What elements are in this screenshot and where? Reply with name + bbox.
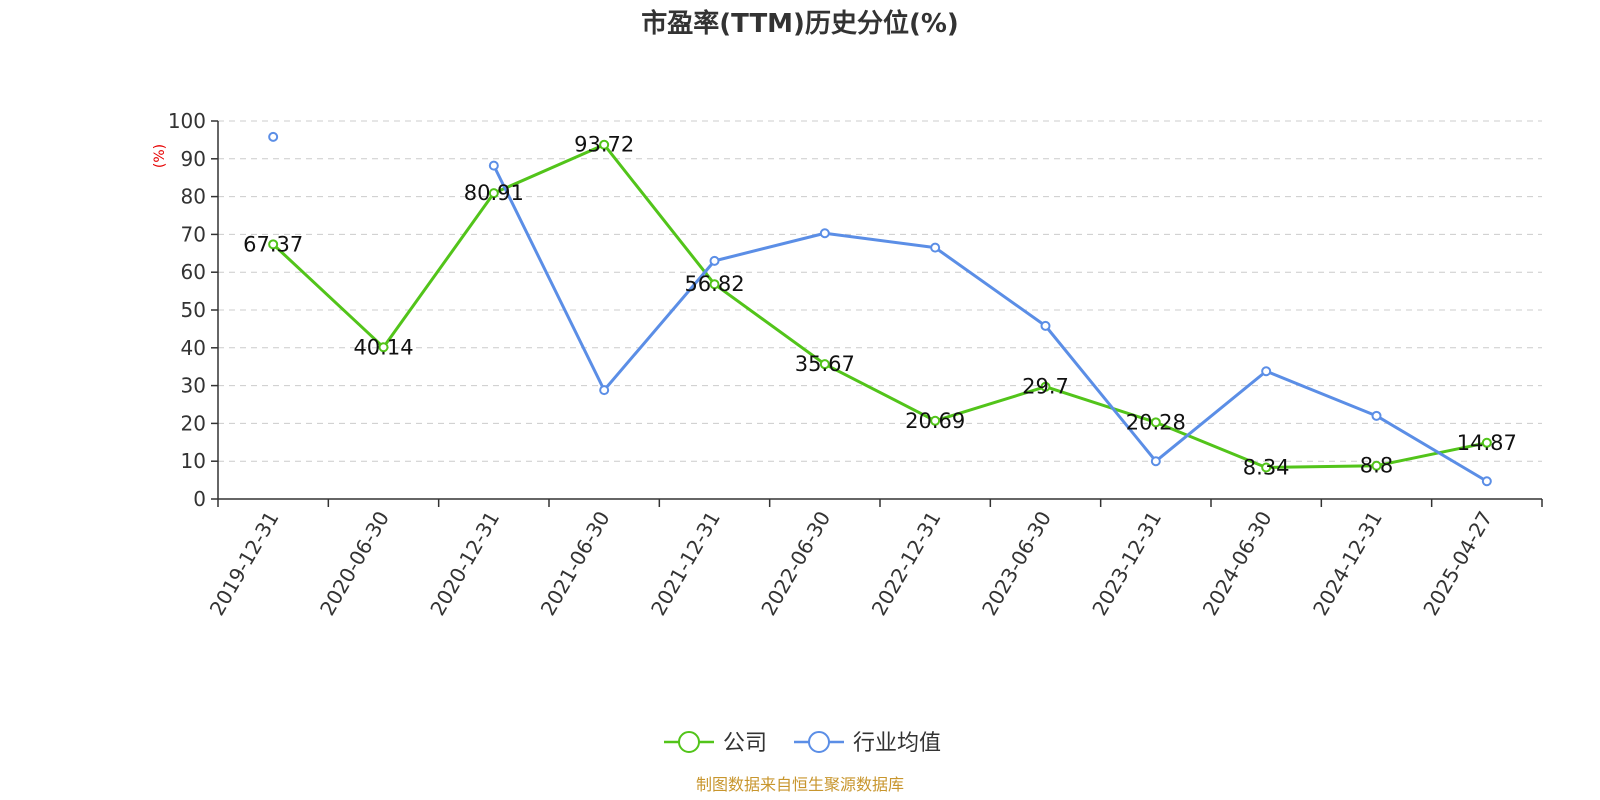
- y-tick-label: 60: [181, 260, 206, 284]
- data-point[interactable]: [268, 239, 279, 250]
- data-point[interactable]: [709, 255, 720, 266]
- x-tick-label: 2020-06-30: [315, 507, 394, 620]
- y-tick-label: 10: [181, 449, 206, 473]
- legend-item-company[interactable]: 公司: [664, 731, 767, 756]
- data-label: 67.37: [243, 232, 303, 256]
- x-tick-label: 2024-06-30: [1198, 507, 1277, 620]
- legend[interactable]: 公司 行业均值: [664, 731, 941, 756]
- data-point[interactable]: [488, 188, 499, 199]
- data-point[interactable]: [819, 359, 830, 370]
- data-point[interactable]: [1371, 460, 1382, 471]
- x-tick-label: 2020-12-31: [425, 507, 504, 620]
- legend-marker: [808, 731, 830, 753]
- data-point[interactable]: [488, 160, 499, 171]
- legend-label: 行业均值: [853, 731, 941, 756]
- x-tick-label: 2019-12-31: [205, 507, 284, 620]
- data-point[interactable]: [1371, 410, 1382, 421]
- data-point[interactable]: [1040, 381, 1051, 392]
- data-label: 8.34: [1243, 455, 1290, 479]
- series-line: [492, 164, 1488, 483]
- y-tick-label: 40: [181, 336, 206, 360]
- chart-title: 市盈率(TTM)历史分位(%): [641, 8, 959, 39]
- x-tick-label: 2023-06-30: [977, 507, 1056, 620]
- data-point[interactable]: [1481, 437, 1492, 448]
- legend-marker: [678, 731, 700, 753]
- x-tick-label: 2021-06-30: [536, 507, 615, 620]
- legend-item-industry-average[interactable]: 行业均值: [794, 731, 941, 756]
- data-point[interactable]: [1150, 417, 1161, 428]
- x-tick-label: 2022-06-30: [756, 507, 835, 620]
- y-tick-label: 100: [168, 109, 206, 133]
- data-label: 56.82: [684, 272, 744, 296]
- y-tick-label: 90: [181, 147, 206, 171]
- series-group: [268, 131, 1492, 487]
- y-tick-label: 0: [193, 487, 206, 511]
- data-point[interactable]: [930, 415, 941, 426]
- data-point[interactable]: [1261, 366, 1272, 377]
- data-label: 14.87: [1457, 431, 1517, 455]
- x-tick-label: 2022-12-31: [867, 507, 946, 620]
- series-line: [272, 143, 1488, 469]
- data-point[interactable]: [378, 342, 389, 353]
- y-tick-label: 70: [181, 222, 206, 246]
- data-point[interactable]: [930, 242, 941, 253]
- data-label: 93.72: [574, 133, 634, 157]
- x-tick-label: 2021-12-31: [646, 507, 725, 620]
- x-tick-label: 2024-12-31: [1308, 507, 1387, 620]
- data-label: 29.7: [1022, 375, 1069, 399]
- data-label: 20.28: [1126, 410, 1186, 434]
- y-tick-labels: 0 10 20 30 40 50 60 70 80 90 100: [168, 109, 206, 511]
- data-label: 8.8: [1360, 454, 1393, 478]
- data-labels: 67.37 40.14 80.91 93.72 56.82 35.67 20.69 29.7 2…: [243, 133, 1517, 480]
- data-point[interactable]: [709, 279, 720, 290]
- grid-lines: [218, 120, 1542, 462]
- data-point[interactable]: [599, 385, 610, 396]
- data-point[interactable]: [1481, 476, 1492, 487]
- x-tick-label: 2025-04-27: [1418, 507, 1497, 620]
- data-point[interactable]: [599, 139, 610, 150]
- axes: [211, 120, 1543, 507]
- legend-label: 公司: [723, 731, 767, 756]
- data-point[interactable]: [819, 228, 830, 239]
- series-industry-average: [268, 131, 1492, 487]
- y-tick-label: 50: [181, 298, 206, 322]
- x-tick-label: 2023-12-31: [1087, 507, 1166, 620]
- y-tick-label: 80: [181, 185, 206, 209]
- series-company: [268, 139, 1492, 473]
- y-tick-label: 30: [181, 374, 206, 398]
- data-point[interactable]: [1150, 456, 1161, 467]
- data-label: 40.14: [353, 335, 413, 359]
- data-label: 35.67: [795, 352, 855, 376]
- data-label: 80.91: [464, 181, 524, 205]
- x-tick-labels: 2019-12-31 2020-06-30 2020-12-31 2021-06-30…: [205, 507, 1498, 620]
- source-note: 制图数据来自恒生聚源数据库: [696, 775, 904, 794]
- data-point[interactable]: [268, 131, 279, 142]
- y-tick-label: 20: [181, 411, 206, 435]
- data-point[interactable]: [1261, 462, 1272, 473]
- data-point[interactable]: [1040, 320, 1051, 331]
- y-axis-unit: (%): [152, 144, 168, 168]
- data-label: 20.69: [905, 409, 965, 433]
